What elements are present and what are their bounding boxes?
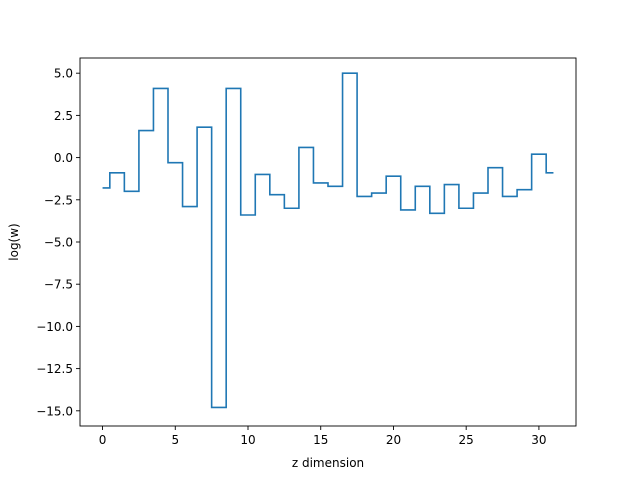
y-tick-label: −15.0 <box>36 404 73 418</box>
series-step-line <box>102 72 554 409</box>
plot-area <box>80 58 576 426</box>
x-tick-label: 25 <box>459 433 474 447</box>
y-tick-label: −5.0 <box>44 236 73 250</box>
y-tick-label: 0.0 <box>54 151 73 165</box>
y-tick-label: −10.0 <box>36 320 73 334</box>
x-tick-label: 20 <box>386 433 401 447</box>
x-tick-label: 5 <box>171 433 179 447</box>
y-axis-label: log(w) <box>7 223 21 260</box>
x-axis-label: z dimension <box>292 456 364 470</box>
y-tick-label: 5.0 <box>54 67 73 81</box>
axes-frame <box>79 57 577 427</box>
y-tick-label: −2.5 <box>44 193 73 207</box>
x-axis-ticks: 0 5 10 15 20 25 30 <box>99 426 547 447</box>
x-tick-label: 0 <box>99 433 107 447</box>
y-axis-ticks: 5.0 2.5 0.0 −2.5 −5.0 −7.5 −10.0 −12.5 −15.0 <box>36 67 80 418</box>
x-tick-label: 15 <box>313 433 328 447</box>
x-tick-label: 10 <box>240 433 255 447</box>
x-tick-label: 30 <box>531 433 546 447</box>
y-tick-label: −7.5 <box>44 278 73 292</box>
y-tick-label: −12.5 <box>36 362 73 376</box>
y-tick-label: 2.5 <box>54 109 73 123</box>
